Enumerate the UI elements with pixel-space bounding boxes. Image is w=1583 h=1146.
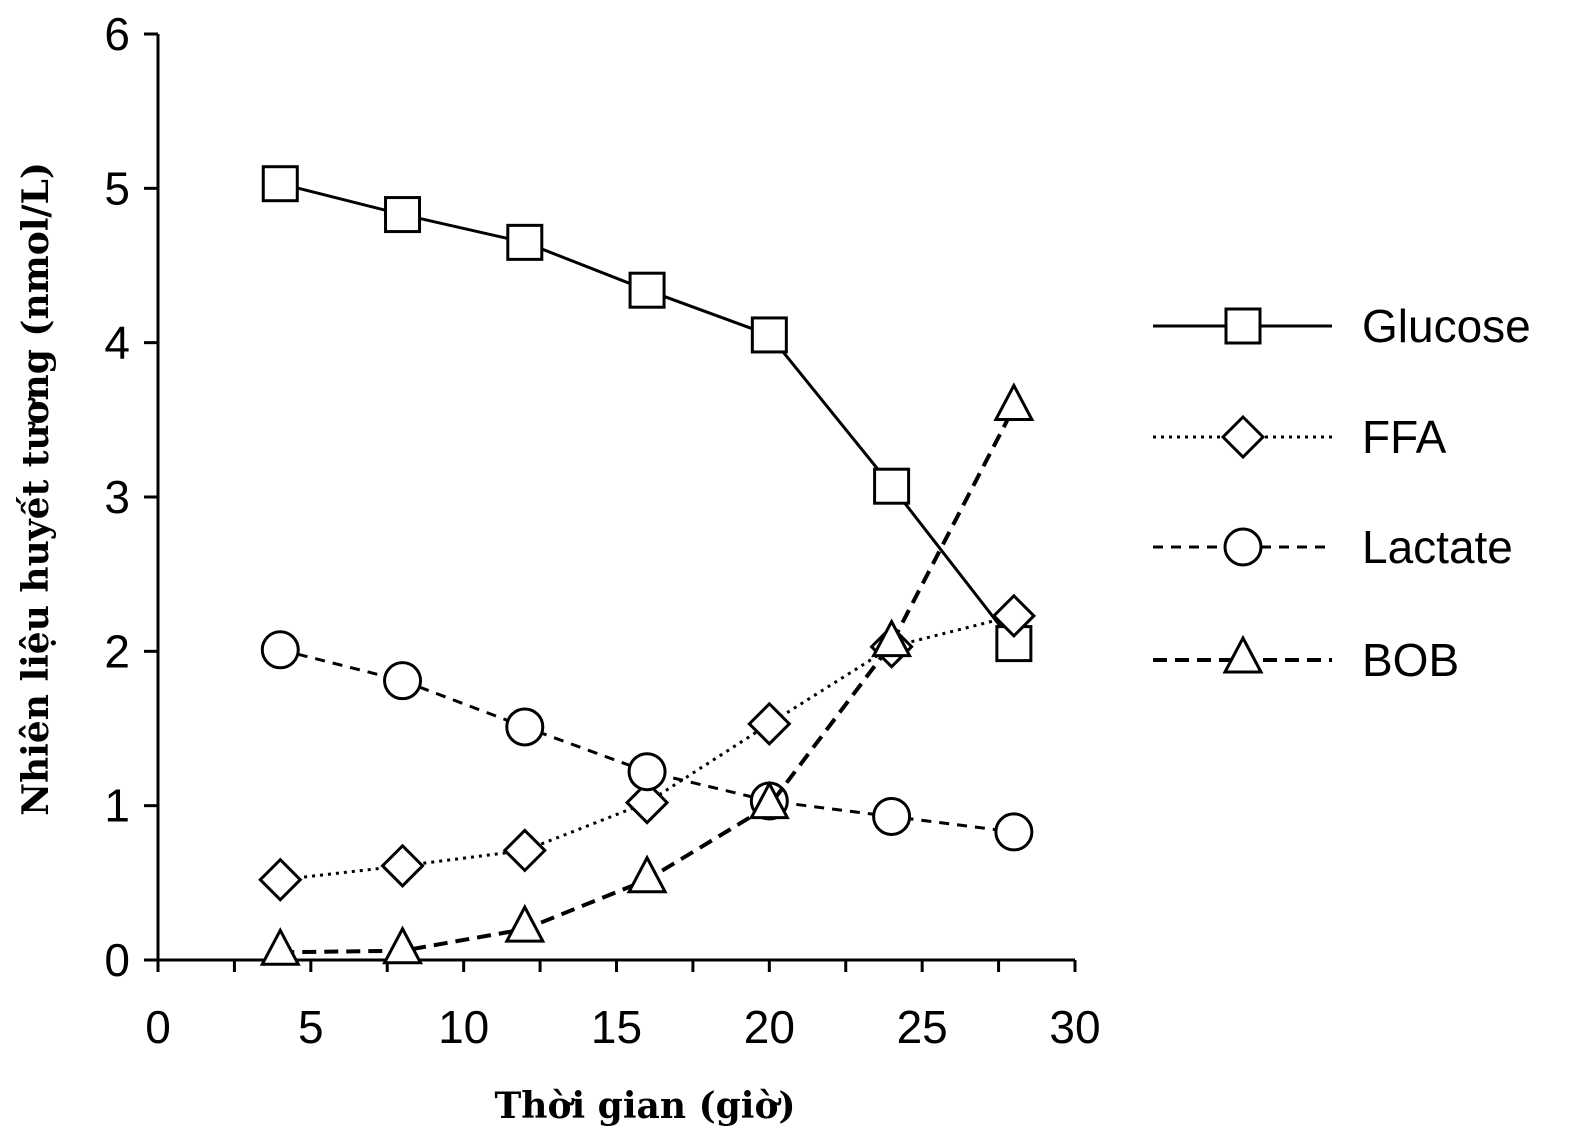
legend-label-glucose: Glucose — [1362, 300, 1531, 352]
glucose-line — [279, 182, 1016, 645]
series-lactate — [260, 630, 1034, 852]
x-axis-title: Thời gian (giờ) — [495, 1085, 796, 1127]
bob-point — [748, 780, 790, 820]
y-tick-label: 5 — [104, 162, 130, 214]
ffa-point — [258, 857, 303, 902]
legend-marker-ffa — [1220, 414, 1266, 460]
axes: 0 1 2 3 4 5 6 0 5 10 15 20 25 30 — [104, 8, 1100, 1053]
x-tick-label: 0 — [145, 1001, 171, 1053]
legend-item-ffa: FFA — [1153, 411, 1447, 463]
x-tick-label: 5 — [298, 1001, 324, 1053]
lactate-point — [872, 796, 912, 836]
bob-point — [259, 927, 301, 966]
glucose-point — [873, 467, 911, 505]
legend-item-glucose: Glucose — [1153, 300, 1531, 352]
legend-item-lactate: Lactate — [1153, 521, 1513, 573]
legend-label-lactate: Lactate — [1362, 521, 1513, 573]
legend-marker-bob — [1222, 634, 1264, 674]
lactate-point — [505, 707, 545, 747]
x-tick-label: 15 — [591, 1001, 642, 1053]
glucose-point — [261, 165, 299, 203]
lactate-point — [994, 812, 1034, 852]
bob-point — [626, 854, 668, 894]
ffa-point — [747, 701, 792, 746]
glucose-point — [506, 223, 544, 261]
y-tick-label: 6 — [104, 8, 130, 60]
ffa-point — [380, 843, 425, 888]
bob-point — [504, 903, 546, 943]
x-tick-label: 10 — [438, 1001, 489, 1053]
glucose-point — [750, 316, 788, 354]
x-tick-label: 30 — [1049, 1001, 1100, 1053]
lactate-point — [260, 630, 300, 670]
series-ffa — [258, 593, 1036, 902]
lactate-point — [627, 752, 667, 792]
lactate-point — [383, 661, 423, 701]
ffa-point — [991, 593, 1036, 638]
legend-label-bob: BOB — [1362, 634, 1459, 686]
x-tick-label: 25 — [897, 1001, 948, 1053]
y-tick-label: 3 — [104, 471, 130, 523]
ffa-point — [502, 828, 547, 873]
series-layer — [258, 165, 1036, 966]
legend: Glucose FFA Lactate BOB — [1153, 300, 1531, 686]
series-glucose — [261, 165, 1033, 663]
bob-point — [993, 382, 1035, 421]
series-bob — [259, 382, 1035, 966]
legend-item-bob: BOB — [1153, 634, 1459, 686]
y-tick-label: 0 — [104, 934, 130, 986]
bob-point — [382, 925, 424, 965]
bob-point — [871, 618, 913, 658]
ffa-point — [624, 780, 670, 825]
y-tick-label: 2 — [104, 625, 130, 677]
y-axis-title: Nhiên liệu huyết tương (nmol/L) — [15, 162, 57, 816]
y-tick-label: 4 — [104, 317, 130, 369]
legend-marker-lactate — [1223, 527, 1263, 567]
glucose-point — [628, 271, 666, 309]
glucose-point — [384, 196, 422, 234]
legend-label-ffa: FFA — [1362, 411, 1447, 463]
y-tick-label: 1 — [104, 780, 130, 832]
x-tick-label: 20 — [744, 1001, 795, 1053]
legend-marker-glucose — [1224, 307, 1262, 345]
